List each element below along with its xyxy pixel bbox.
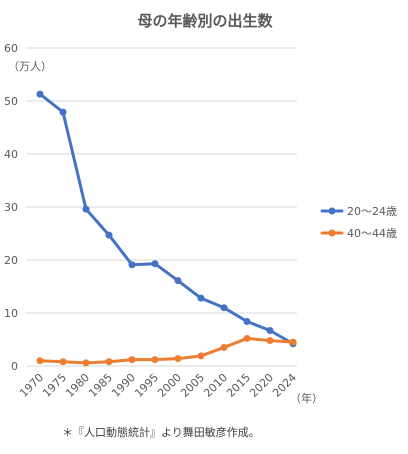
y-tick-label: 20: [4, 254, 18, 267]
data-point: [82, 359, 90, 367]
x-tick-label: 2020: [247, 371, 276, 400]
legend-item-2: 40〜44歳: [320, 227, 397, 240]
x-tick-label: 2015: [224, 371, 253, 400]
data-point: [289, 338, 297, 346]
y-axis-ticks: 0 10 20 30 40 50 60: [4, 42, 18, 373]
data-point: [151, 356, 159, 364]
data-point: [151, 260, 159, 268]
data-point: [243, 317, 251, 325]
legend-item-1: 20〜24歳: [320, 205, 397, 218]
data-point: [197, 294, 205, 302]
gridlines: [26, 47, 297, 367]
x-tick-label: 1990: [109, 371, 138, 400]
chart-title: 母の年齢別の出生数: [137, 12, 273, 30]
series-2: [36, 334, 297, 367]
data-point: [36, 90, 44, 98]
data-point: [59, 108, 67, 116]
y-tick-label: 50: [4, 95, 18, 108]
x-tick-label: 1995: [132, 371, 161, 400]
x-tick-label: 1985: [86, 371, 115, 400]
y-tick-label: 40: [4, 148, 18, 161]
series-1: [36, 90, 297, 348]
x-axis-ticks: 1970197519801985199019952000200520102015…: [17, 371, 299, 400]
series-line: [38, 336, 295, 365]
y-tick-label: 10: [4, 307, 18, 320]
legend-marker: [328, 207, 336, 215]
y-tick-label: 30: [4, 201, 18, 214]
data-point: [266, 337, 274, 345]
x-tick-label: 1970: [17, 371, 46, 400]
data-point: [105, 231, 113, 239]
data-point: [266, 326, 274, 334]
x-tick-label: 2010: [201, 371, 230, 400]
x-tick-label: 1980: [63, 371, 92, 400]
data-point: [220, 304, 228, 312]
source-note: ＊『人口動態統計』より舞田敏彦作成。: [62, 425, 260, 439]
data-point: [82, 205, 90, 213]
x-tick-label: 1975: [40, 371, 69, 400]
y-tick-label: 0: [11, 360, 18, 373]
data-point: [59, 358, 67, 366]
data-point: [36, 357, 44, 365]
series-line: [38, 92, 295, 346]
data-point: [243, 334, 251, 342]
legend-label: 20〜24歳: [347, 205, 397, 218]
series-layer: [36, 90, 297, 367]
data-point: [174, 277, 182, 285]
x-tick-label: 2000: [155, 371, 184, 400]
x-tick-label: 2005: [178, 371, 207, 400]
x-axis-unit-label: （年）: [290, 391, 323, 405]
data-point: [197, 352, 205, 360]
legend: 20〜24歳 40〜44歳: [320, 205, 397, 240]
data-point: [174, 355, 182, 363]
data-point: [105, 358, 113, 366]
legend-label: 40〜44歳: [347, 227, 397, 240]
data-point: [128, 261, 136, 269]
legend-marker: [328, 229, 336, 237]
data-point: [220, 343, 228, 351]
y-axis-unit-label: （万人）: [8, 60, 52, 73]
data-point: [128, 356, 136, 364]
y-tick-label: 60: [4, 42, 18, 55]
